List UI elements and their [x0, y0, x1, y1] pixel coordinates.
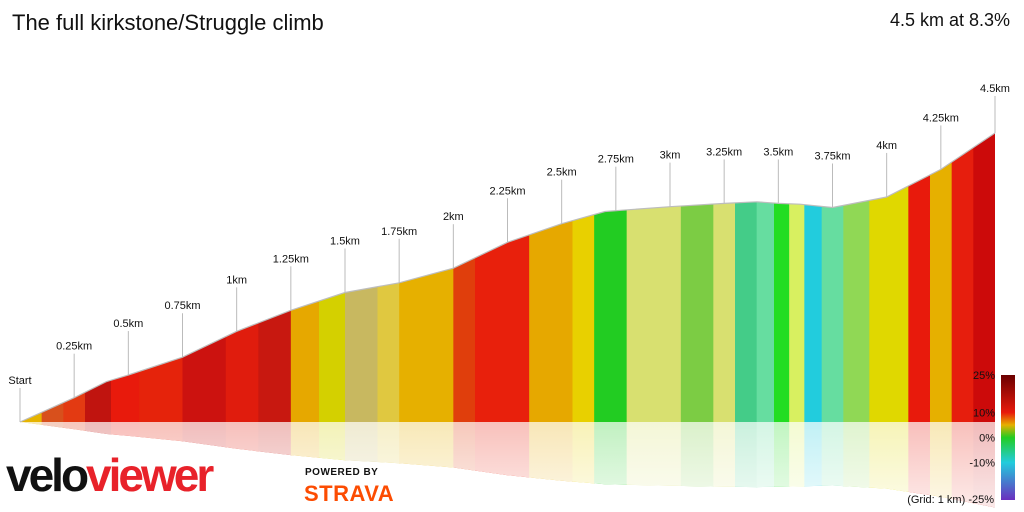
legend-label: -10%	[969, 458, 995, 470]
gradient-segment	[804, 133, 823, 422]
gradient-segment	[345, 133, 378, 422]
gradient-segment	[908, 133, 931, 422]
km-marker-label: 1.25km	[273, 253, 309, 265]
km-marker-label: 2.75km	[598, 154, 634, 166]
gradient-segment	[735, 133, 758, 422]
km-marker-label: 4.5km	[980, 83, 1010, 95]
grid-note: (Grid: 1 km) -25%	[907, 494, 994, 506]
gradient-segment	[594, 133, 628, 422]
gradient-segment	[789, 133, 805, 422]
gradient-segment	[41, 133, 64, 422]
km-marker-label: 3km	[660, 150, 681, 162]
gradient-segment	[973, 133, 995, 422]
km-marker-label: 3.5km	[763, 146, 793, 158]
strava-logo: STRAVA	[304, 481, 395, 506]
gradient-segment	[713, 133, 736, 422]
logo-viewer-text: viewer	[86, 449, 214, 501]
veloviewer-logo: veloviewer	[6, 449, 214, 501]
gradient-segment	[258, 133, 292, 422]
gradient-legend: 25% 10% 0% -10%	[969, 370, 1015, 500]
profile-outline	[19, 132, 996, 423]
gradient-segment	[377, 133, 400, 422]
gradient-segment	[475, 133, 530, 422]
gradient-segment	[85, 133, 112, 422]
gradient-segment	[680, 133, 714, 422]
gradient-segment	[951, 133, 974, 422]
gradient-segment	[774, 133, 790, 422]
gradient-segment	[225, 133, 259, 422]
gradient-segment	[139, 133, 183, 422]
gradient-segments	[20, 133, 995, 422]
km-marker-label: 4km	[876, 140, 897, 152]
climb-summary: 4.5 km at 8.3%	[889, 10, 1010, 30]
km-marker-label: 1.5km	[330, 235, 360, 247]
km-marker-label: Start	[8, 375, 31, 387]
gradient-segment	[111, 133, 140, 422]
logo-velo-text: velo	[6, 449, 89, 501]
legend-color-bar	[1001, 375, 1015, 500]
km-marker-label: 0.25km	[56, 341, 92, 353]
legend-label: 25%	[973, 370, 995, 382]
gradient-segment	[182, 133, 227, 422]
gradient-segment	[626, 133, 682, 422]
gradient-segment	[319, 133, 346, 422]
gradient-segment	[756, 133, 775, 422]
legend-label: 10%	[973, 408, 995, 420]
gradient-segment	[399, 133, 454, 422]
gradient-segment	[869, 133, 909, 422]
km-marker-label: 2.5km	[547, 167, 577, 179]
chart-title: The full kirkstone/Struggle climb	[12, 10, 324, 35]
km-marker-label: 2.25km	[489, 185, 525, 197]
gradient-segment	[453, 133, 476, 422]
legend-label: 0%	[979, 433, 995, 445]
km-marker-label: 1km	[226, 274, 247, 286]
gradient-segment	[930, 133, 953, 422]
km-marker-label: 3.25km	[706, 146, 742, 158]
gradient-segment	[843, 133, 870, 422]
km-marker-label: 1.75km	[381, 226, 417, 238]
powered-by-label: POWERED BY	[305, 467, 379, 478]
km-marker-label: 3.75km	[814, 150, 850, 162]
km-marker-label: 0.5km	[113, 318, 143, 330]
km-marker-label: 0.75km	[164, 300, 200, 312]
km-marker-label: 4.25km	[923, 112, 959, 124]
km-marker-label: 2km	[443, 211, 464, 223]
gradient-segment	[290, 133, 320, 422]
km-markers: Start 0.25km 0.5km 0.75km 1km 1.25km 1.5km 1.75…	[8, 83, 1010, 422]
